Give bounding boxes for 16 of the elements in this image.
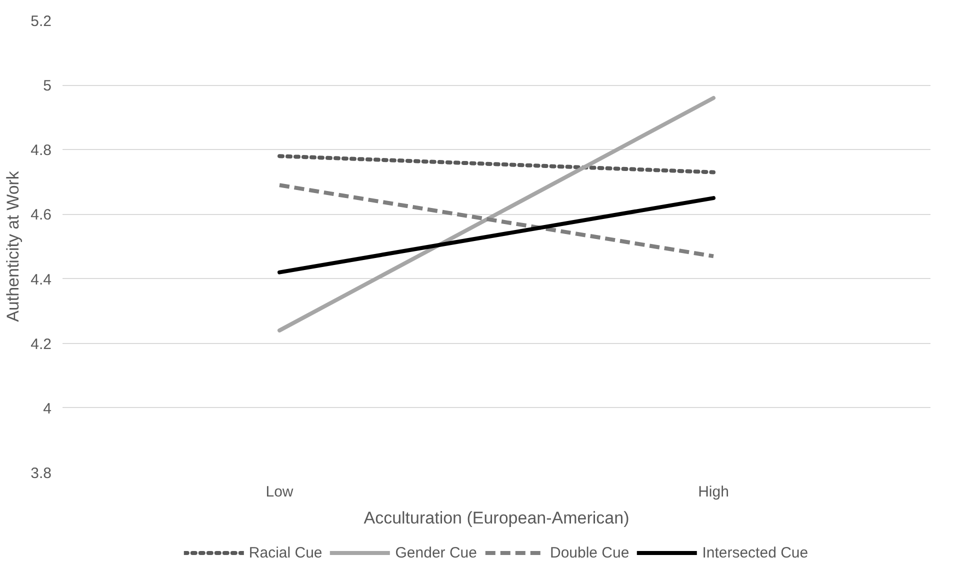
y-tick-label: 4.8 xyxy=(30,142,52,160)
y-axis-title: Authenticity at Work xyxy=(4,170,23,322)
x-tick-label: Low xyxy=(266,484,294,500)
x-axis-title: Acculturation (European-American) xyxy=(364,508,630,528)
y-tick-label: 5.2 xyxy=(30,13,52,30)
y-tick-label: 5 xyxy=(43,78,52,95)
x-tick-label: High xyxy=(698,484,729,500)
y-tick-label: 4.4 xyxy=(30,271,52,288)
y-tick-label: 3.8 xyxy=(30,465,52,482)
legend-label: Gender Cue xyxy=(395,544,477,561)
y-tick-label: 4.2 xyxy=(30,336,52,353)
legend-label: Intersected Cue xyxy=(702,544,808,561)
y-tick-label: 4 xyxy=(43,400,52,418)
legend-label: Double Cue xyxy=(550,544,630,561)
legend-label: Racial Cue xyxy=(248,544,322,561)
y-tick-label: 4.6 xyxy=(30,206,52,224)
